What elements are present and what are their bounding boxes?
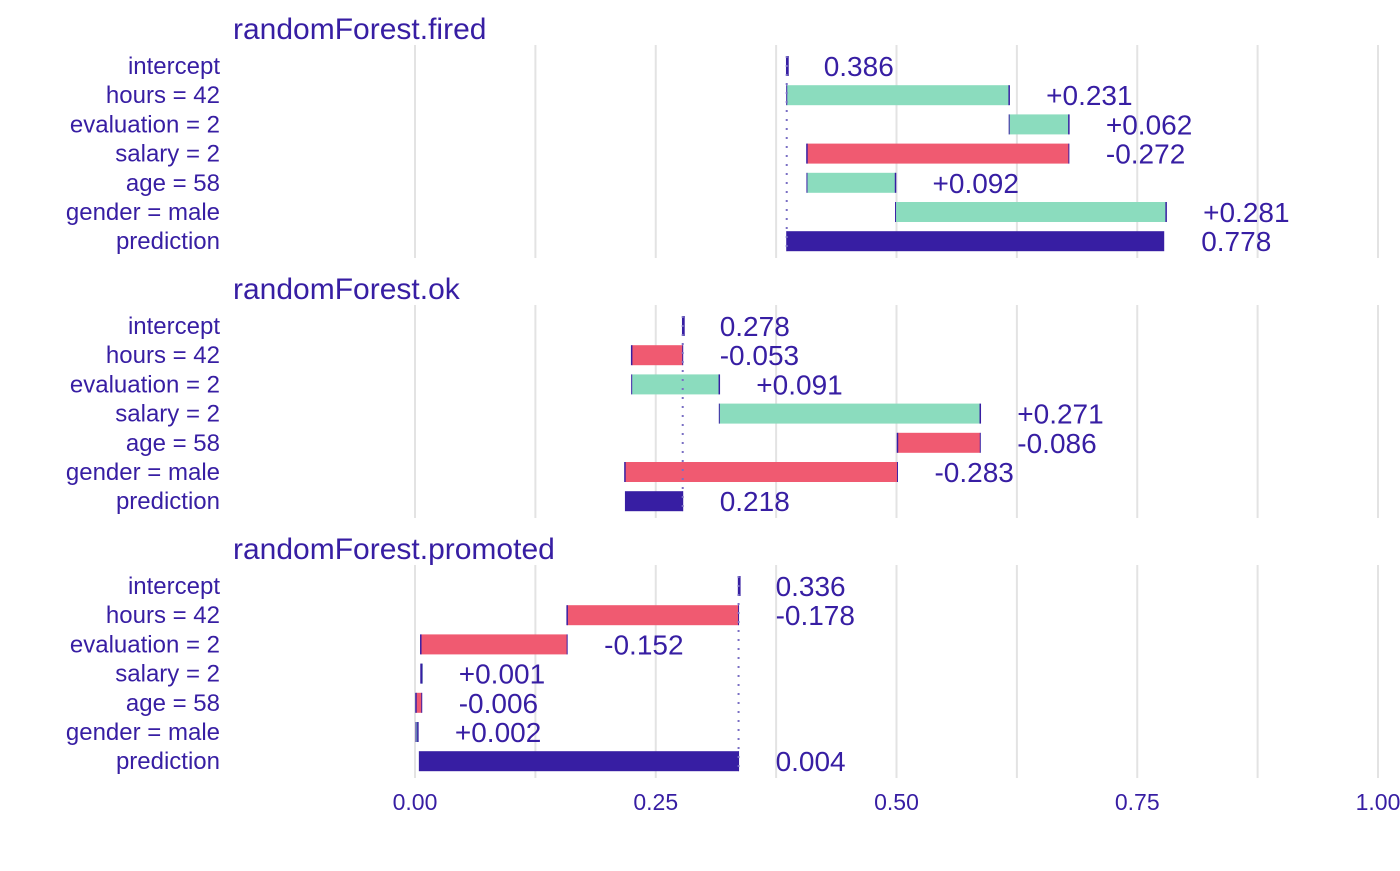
row-label: hours = 42	[106, 82, 220, 109]
value-label: +0.091	[756, 369, 842, 400]
bar-negative	[897, 432, 981, 453]
row-label: hours = 42	[106, 602, 220, 629]
value-label: +0.092	[933, 168, 1019, 199]
value-label: 0.386	[824, 51, 894, 82]
value-label: +0.001	[459, 659, 545, 690]
bar-negative	[624, 462, 898, 482]
value-label: +0.002	[455, 717, 541, 748]
value-label: 0.218	[720, 486, 790, 517]
x-tick-label: 0.00	[393, 789, 438, 815]
bar-negative	[420, 634, 568, 655]
bar-positive	[415, 722, 418, 742]
row-label: prediction	[116, 228, 220, 255]
row-label: hours = 42	[106, 342, 220, 369]
value-label: -0.283	[934, 457, 1013, 488]
value-label: -0.006	[459, 688, 538, 719]
value-label: -0.053	[720, 340, 799, 371]
row-label: intercept	[128, 573, 220, 600]
bar-positive	[895, 202, 1167, 222]
x-tick-label: 0.25	[633, 789, 678, 815]
bar-negative	[567, 605, 739, 626]
value-label: 0.778	[1201, 226, 1271, 257]
value-label: 0.278	[720, 311, 790, 342]
panel-title: randomForest.ok	[233, 273, 461, 306]
bar-negative	[415, 692, 422, 713]
bar-positive	[719, 403, 981, 424]
value-label: 0.336	[776, 571, 846, 602]
row-label: prediction	[116, 748, 220, 775]
x-tick-label: 0.75	[1115, 789, 1160, 815]
bar-positive	[786, 85, 1010, 106]
value-label: -0.152	[604, 629, 683, 660]
value-label: -0.086	[1017, 428, 1096, 459]
row-label: age = 58	[126, 170, 220, 197]
row-label: intercept	[128, 313, 220, 340]
row-label: age = 58	[126, 430, 220, 457]
row-label: salary = 2	[115, 661, 220, 688]
value-label: -0.178	[776, 600, 855, 631]
bar-positive	[1009, 114, 1069, 135]
bar-prediction	[624, 491, 683, 512]
panel-title: randomForest.promoted	[233, 533, 555, 566]
row-label: age = 58	[126, 690, 220, 717]
value-label: +0.062	[1106, 109, 1192, 140]
value-label: +0.281	[1203, 197, 1289, 228]
bar-positive	[631, 374, 720, 395]
value-label: +0.271	[1017, 399, 1103, 430]
row-label: intercept	[128, 53, 220, 80]
value-label: +0.231	[1046, 80, 1132, 111]
row-label: salary = 2	[115, 401, 220, 428]
x-tick-label: 0.50	[874, 789, 919, 815]
bar-prediction	[786, 231, 1165, 252]
row-label: evaluation = 2	[70, 111, 220, 138]
row-label: gender = male	[66, 199, 220, 226]
row-label: gender = male	[66, 459, 220, 486]
row-label: evaluation = 2	[70, 371, 220, 398]
bar-positive	[806, 172, 896, 193]
row-label: prediction	[116, 488, 220, 515]
row-label: salary = 2	[115, 141, 220, 168]
panel-title: randomForest.fired	[233, 13, 486, 46]
value-label: 0.004	[776, 746, 846, 777]
bar-prediction	[418, 751, 739, 772]
bar-negative	[631, 345, 683, 366]
value-label: -0.272	[1106, 139, 1185, 170]
row-label: gender = male	[66, 719, 220, 746]
x-tick-label: 1.00	[1356, 789, 1400, 815]
bar-negative	[806, 143, 1069, 164]
row-label: evaluation = 2	[70, 631, 220, 658]
